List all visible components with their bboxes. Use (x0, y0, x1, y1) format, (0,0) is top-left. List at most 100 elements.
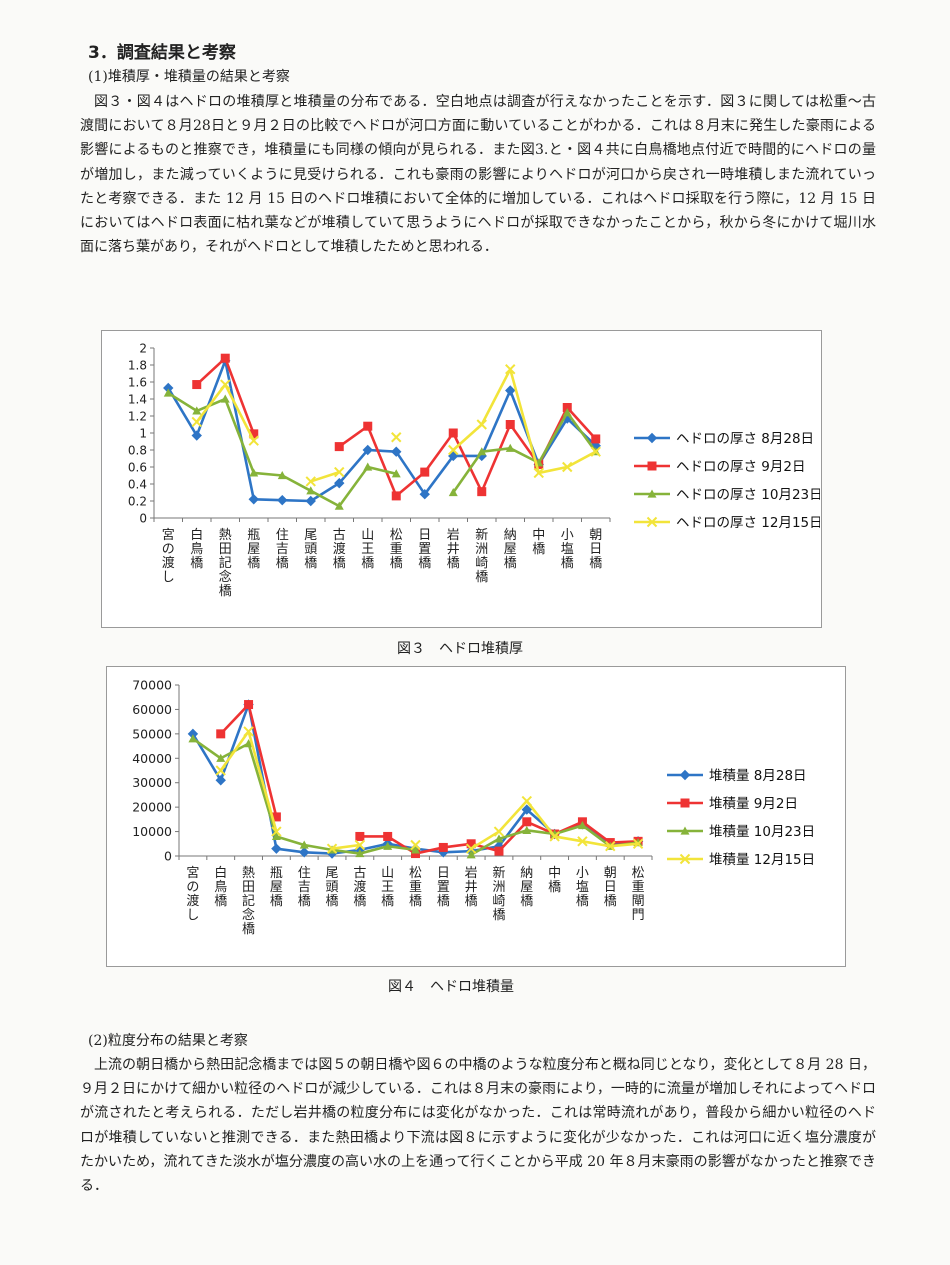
data-point (244, 700, 254, 710)
data-point (448, 444, 459, 456)
data-point (334, 442, 344, 452)
x-tick-label: 熱田記念橋 (242, 866, 255, 937)
data-point (577, 836, 588, 847)
data-point (383, 831, 393, 841)
x-tick-label: 古渡橋 (333, 528, 346, 571)
x-tick-label: 小塩橋 (576, 866, 589, 909)
data-point (306, 486, 316, 495)
data-point (220, 353, 230, 363)
y-tick-label: 1.2 (128, 410, 147, 424)
data-point (334, 501, 344, 510)
x-tick-label: 松重橋 (390, 528, 403, 571)
figure-3-caption: 図３ ヘドロ堆積厚 (397, 641, 523, 657)
x-tick-label: 朝日橋 (589, 528, 602, 571)
x-tick-label: 山王橋 (361, 528, 374, 571)
data-point (334, 466, 345, 478)
data-point (191, 416, 202, 428)
data-point (466, 850, 476, 859)
data-point (299, 840, 309, 849)
y-tick-label: 0.2 (128, 495, 147, 509)
legend-label: 堆積量 9月2日 (709, 796, 798, 812)
data-point (298, 847, 310, 858)
data-point (505, 420, 515, 429)
data-point (505, 443, 515, 452)
data-point (522, 825, 532, 834)
x-tick-label: 松重閘門 (632, 866, 645, 923)
data-point (562, 408, 572, 417)
data-point (476, 419, 487, 430)
legend-label: ヘドロの厚さ 10月23日 (676, 487, 820, 503)
y-tick-label: 40000 (132, 751, 172, 766)
figure-4-chart: 0 10000 20000 30000 40000 50000 60000 70000 宮の渡し… (132, 678, 815, 938)
subsection-title-2: (2)粒度分布の結果と考察 (88, 1033, 248, 1049)
paragraph-2: 上流の朝日橋から熱田記念橋までは図５の朝日橋や図６の中橋のような粒度分布と概ね同… (80, 1057, 876, 1195)
x-tick-label: 日置橋 (418, 528, 431, 571)
x-tick-label: 納屋橋 (504, 528, 517, 571)
data-point (391, 491, 401, 501)
data-point (188, 734, 198, 743)
legend-marker (647, 461, 657, 471)
legend-marker (679, 853, 691, 865)
y-tick-label: 50000 (132, 726, 172, 741)
data-point (477, 487, 487, 497)
data-point (477, 447, 487, 456)
data-point (277, 494, 288, 506)
data-point (591, 434, 601, 444)
section-title: 3．調査結果と考察 (88, 43, 236, 63)
x-tick-label: 松重橋 (409, 866, 422, 909)
data-point (562, 403, 572, 412)
x-tick-label: 岩井橋 (447, 528, 460, 571)
data-point (448, 488, 458, 497)
data-point (215, 765, 226, 776)
data-point (363, 421, 373, 431)
data-point (277, 471, 287, 480)
x-tick-label: 岩井橋 (465, 866, 478, 909)
y-tick-label: 0.6 (128, 461, 147, 475)
series-line (167, 359, 597, 503)
y-tick-label: 70000 (132, 678, 172, 693)
series-line (452, 367, 597, 475)
legend-marker (646, 432, 658, 444)
data-point (334, 477, 345, 489)
data-point (494, 846, 504, 856)
data-point (249, 468, 259, 477)
data-point (391, 469, 401, 478)
legend-label: 堆積量 10月23日 (709, 824, 815, 840)
data-point (521, 804, 533, 815)
data-point (448, 450, 459, 462)
y-tick-label: 0.8 (128, 444, 147, 458)
y-tick-label: 1.4 (128, 393, 147, 407)
data-point (363, 462, 373, 471)
data-point (326, 843, 338, 854)
legend-label: 堆積量 12月15日 (709, 852, 815, 868)
x-tick-label: 古渡橋 (353, 866, 366, 909)
data-point (590, 446, 601, 457)
data-point (411, 849, 420, 859)
legend-marker (646, 516, 658, 528)
data-point (383, 841, 393, 850)
data-point (243, 726, 254, 737)
data-point (632, 838, 644, 849)
figure-4-box: 0 10000 20000 30000 40000 50000 60000 70000 宮の渡し… (106, 666, 846, 967)
x-tick-label: 尾頭橋 (326, 866, 339, 909)
data-point (216, 729, 226, 739)
x-tick-label: 宮の渡し (186, 865, 199, 923)
data-point (271, 826, 282, 837)
data-point (355, 831, 365, 841)
data-point (448, 428, 458, 438)
data-point (466, 839, 476, 849)
data-point (505, 385, 516, 396)
data-point (419, 488, 430, 500)
x-tick-label: 納屋橋 (520, 866, 533, 909)
legend-marker (680, 826, 690, 835)
x-tick-label: 宮の渡し (162, 527, 175, 585)
x-tick-label: 白鳥橋 (190, 527, 203, 571)
x-tick-label: 日置橋 (437, 866, 450, 909)
data-point (493, 826, 505, 837)
data-point (244, 739, 254, 748)
series-line (167, 391, 397, 508)
y-tick-label: 1 (139, 427, 147, 441)
x-tick-label: 山王橋 (381, 866, 394, 909)
legend-marker (680, 798, 690, 808)
data-point (533, 467, 544, 479)
